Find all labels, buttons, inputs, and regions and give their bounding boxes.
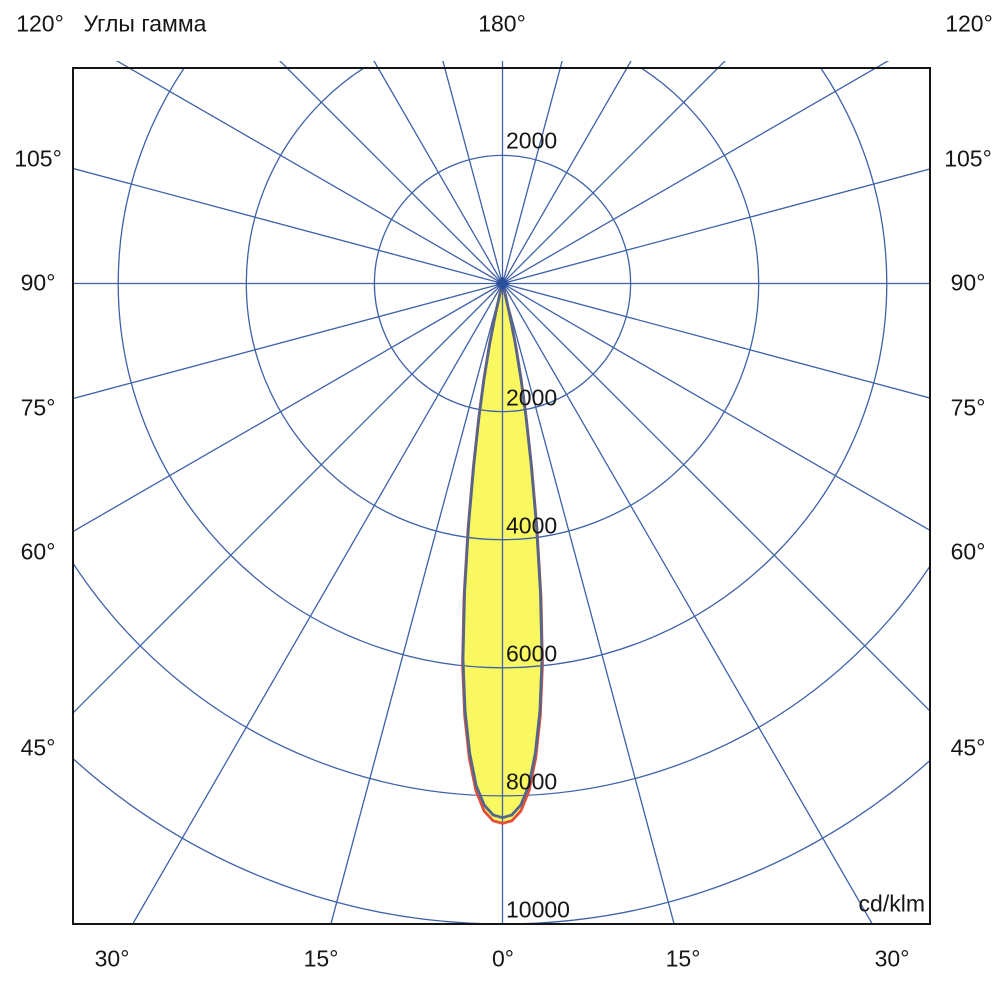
gamma-ray-120 bbox=[502, 61, 890, 285]
center-marker-icon bbox=[495, 276, 510, 291]
gamma-ray-210 bbox=[373, 61, 504, 284]
radial-ring-grid bbox=[73, 68, 930, 924]
ring-circle-6000 bbox=[117, 68, 888, 669]
gamma-ray-300 bbox=[73, 282, 503, 533]
gamma-label-bottom-right-15: 15° bbox=[665, 945, 701, 972]
gamma-label-left-90: 90° bbox=[20, 269, 56, 296]
ring-circle-8000 bbox=[73, 561, 930, 797]
ring-label-8000: 8000 bbox=[506, 768, 558, 795]
gamma-label-bottom-left-15: 15° bbox=[303, 945, 339, 972]
gamma-label-left-45: 45° bbox=[20, 734, 56, 761]
gamma-label-right-60: 60° bbox=[950, 538, 986, 565]
plot-border bbox=[72, 67, 931, 925]
ring-label-10000: 10000 bbox=[506, 896, 570, 923]
ring-circle-2000 bbox=[373, 154, 632, 413]
gamma-label-right-45: 45° bbox=[950, 734, 986, 761]
gamma-ray-225 bbox=[279, 61, 503, 284]
gamma-ray-135 bbox=[502, 61, 726, 284]
ring-label-6000: 6000 bbox=[506, 640, 558, 667]
ring-circle-4000 bbox=[245, 68, 760, 541]
gamma-ray-60 bbox=[502, 282, 930, 532]
gamma-ray-255 bbox=[73, 167, 503, 285]
gamma-ray-315 bbox=[73, 283, 503, 714]
gamma-ray-165 bbox=[501, 61, 563, 284]
gamma-ray-285 bbox=[73, 282, 503, 400]
gamma-label-left-60: 60° bbox=[20, 538, 56, 565]
gamma-label-bottom-right-30: 30° bbox=[874, 945, 910, 972]
ring-label-2000: 2000 bbox=[506, 384, 558, 411]
gamma-label-right-105: 105° bbox=[944, 145, 992, 172]
gamma-label-left-75: 75° bbox=[20, 394, 56, 421]
chart-title: Углы гамма bbox=[83, 10, 207, 37]
gamma-ray-330 bbox=[131, 283, 504, 924]
gamma-ray-105 bbox=[502, 168, 930, 285]
top-gamma-label-180: 180° bbox=[478, 10, 526, 37]
corner-gamma-label-top-right-120: 120° bbox=[945, 10, 993, 37]
unit-label: cd/klm bbox=[858, 890, 925, 917]
gamma-label-right-90: 90° bbox=[950, 269, 986, 296]
gamma-ray-240 bbox=[115, 61, 503, 285]
ring-label-2000-upper: 2000 bbox=[506, 127, 558, 154]
gamma-label-bottom-0: 0° bbox=[492, 945, 514, 972]
gamma-label-right-75: 75° bbox=[950, 394, 986, 421]
intensity-curves bbox=[461, 282, 544, 825]
gamma-ray-75 bbox=[502, 282, 930, 399]
gamma-ray-30 bbox=[501, 283, 874, 924]
gamma-label-left-105: 105° bbox=[14, 145, 62, 172]
beam-curve-c90-c270 bbox=[461, 282, 544, 820]
gamma-ray-345 bbox=[330, 283, 504, 924]
gamma-ray-45 bbox=[502, 283, 930, 712]
ring-label-4000: 4000 bbox=[506, 512, 558, 539]
corner-gamma-label-top-left-120: 120° bbox=[16, 10, 64, 37]
gamma-ray-150 bbox=[501, 61, 632, 284]
gamma-label-bottom-left-30: 30° bbox=[94, 945, 130, 972]
gamma-ray-195 bbox=[442, 61, 504, 284]
gamma-ray-15 bbox=[501, 283, 675, 924]
